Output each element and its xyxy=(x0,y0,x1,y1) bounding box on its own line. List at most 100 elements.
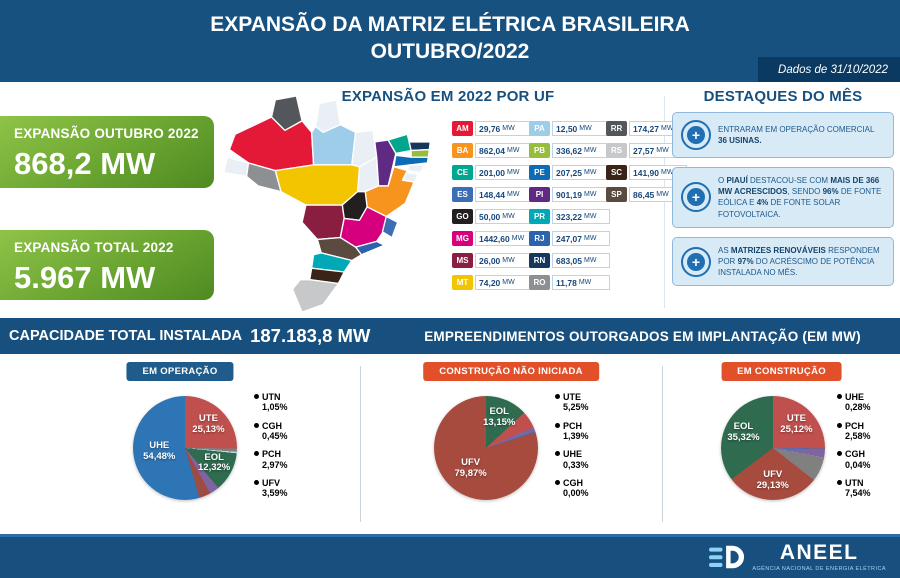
uf-badge: PA xyxy=(529,121,550,136)
uf-badge: MG xyxy=(452,231,473,246)
uf-value: 247,07 MW xyxy=(552,231,610,246)
state-pr xyxy=(310,252,353,273)
pie-label-eol: EOL 35,32% xyxy=(727,421,760,444)
capacity-band: CAPACIDADE TOTAL INSTALADA 187.183,8 MW … xyxy=(0,318,900,354)
uf-row-ce: CE 201,00 MW xyxy=(452,165,533,180)
state-rs xyxy=(291,278,340,313)
uf-badge: ES xyxy=(452,187,473,202)
stat-expansion-total: EXPANSÃO TOTAL 2022 5.967 MW xyxy=(0,230,214,300)
pie-label-pch: PCH 2,58% xyxy=(837,421,871,442)
pie-label-cgh: CGH 0,04% xyxy=(837,449,871,470)
aneel-logo-text: ANEEL AGÊNCIA NACIONAL DE ENERGIA ELÉTRI… xyxy=(752,542,886,572)
page-title: EXPANSÃO DA MATRIZ ELÉTRICA BRASILEIRA O… xyxy=(0,0,900,66)
uf-row-ro: RO 11,78 MW xyxy=(529,275,610,290)
uf-row-rn: RN 683,05 MW xyxy=(529,253,610,268)
data-date-note: Dados de 31/10/2022 xyxy=(758,57,900,82)
label-dot-icon xyxy=(555,451,560,457)
uf-row-mg: MG 1442,60 MW xyxy=(452,231,533,246)
state-pb xyxy=(410,148,430,158)
uf-column-3: RR 174,27 MW RS 27,57 MW SC 141,90 MW SP 86,45 MW xyxy=(606,121,687,202)
uf-badge: PI xyxy=(529,187,550,202)
pie-label-cgh: CGH 0,00% xyxy=(555,478,589,499)
uf-row-pr: PR 323,22 MW xyxy=(529,209,610,224)
uf-value: 148,44 MW xyxy=(475,187,533,202)
uf-value: 12,50 MW xyxy=(552,121,610,136)
highlights-title: DESTAQUES DO MÊS xyxy=(703,88,863,105)
aneel-tagline: AGÊNCIA NACIONAL DE ENERGIA ELÉTRICA xyxy=(752,566,886,572)
uf-row-pb: PB 336,62 MW xyxy=(529,143,610,158)
pie-label-ute: UTE 25,13% xyxy=(192,412,225,435)
pie-badge: EM CONSTRUÇÃO xyxy=(721,362,842,381)
section-divider xyxy=(664,96,665,308)
highlight-text: O PIAUÍ DESTACOU-SE COM MAIS DE 366 MW A… xyxy=(718,176,882,219)
highlights-list: + ENTRARAM EM OPERAÇÃO COMERCIAL 36 USINA… xyxy=(672,112,894,287)
pie-outside-labels: UHE 0,28% PCH 2,58% CGH 0,04% UTN 7,54% xyxy=(837,392,871,499)
pie-label-uhe: UHE 0,28% xyxy=(837,392,871,413)
label-dot-icon xyxy=(555,480,560,486)
capacity-total: CAPACIDADE TOTAL INSTALADA 187.183,8 MW xyxy=(9,318,370,354)
uf-value: 323,22 MW xyxy=(552,209,610,224)
uf-badge: CE xyxy=(452,165,473,180)
panel-divider xyxy=(360,366,361,522)
uf-badge: PB xyxy=(529,143,550,158)
pie-label-eol: EOL 13,15% xyxy=(483,405,516,428)
highlight-text: AS MATRIZES RENOVÁVEIS RESPONDEM POR 97%… xyxy=(718,245,880,278)
uf-badge: MS xyxy=(452,253,473,268)
stat-label: EXPANSÃO TOTAL 2022 xyxy=(14,240,174,255)
uf-value: 336,62 MW xyxy=(552,143,610,158)
implantacao-title: EMPREENDIMENTOS OUTORGADOS EM IMPLANTAÇÃ… xyxy=(424,328,861,344)
state-pa xyxy=(310,124,357,166)
uf-value: 29,76 MW xyxy=(475,121,533,136)
highlight-item: + O PIAUÍ DESTACOU-SE COM MAIS DE 366 MW … xyxy=(672,167,894,228)
label-dot-icon xyxy=(555,422,560,428)
uf-badge: PE xyxy=(529,165,550,180)
uf-badge: SC xyxy=(606,165,627,180)
uf-row-rj: RJ 247,07 MW xyxy=(529,231,610,246)
highlight-item: + ENTRARAM EM OPERAÇÃO COMERCIAL 36 USINA… xyxy=(672,112,894,158)
pie-label-cgh: CGH 0,45% xyxy=(254,421,288,442)
uf-badge: RO xyxy=(529,275,550,290)
uf-column-2: PA 12,50 MW PB 336,62 MW PE 207,25 MW PI 901,19 MW P… xyxy=(529,121,610,290)
pie-chart xyxy=(133,396,237,500)
label-dot-icon xyxy=(254,394,259,399)
state-pe xyxy=(393,154,430,168)
pie-label-utn: UTN 1,05% xyxy=(254,392,288,413)
uf-value: 201,00 MW xyxy=(475,165,533,180)
uf-badge: SP xyxy=(606,187,627,202)
uf-value: 74,20 MW xyxy=(475,275,533,290)
label-dot-icon xyxy=(837,480,842,486)
label-dot-icon xyxy=(254,451,259,457)
stat-value: 868,2 MW xyxy=(14,146,156,181)
panel-divider xyxy=(662,366,663,522)
uf-value: 207,25 MW xyxy=(552,165,610,180)
pie-outside-labels: UTN 1,05% CGH 0,45% PCH 2,97% UFV 3,59% xyxy=(254,392,288,499)
brazil-map xyxy=(212,95,440,316)
pie-label-utn: UTN 7,54% xyxy=(837,478,871,499)
pie-label-ufv: UFV 79,87% xyxy=(454,457,487,479)
uf-value: 1442,60 MW xyxy=(475,231,533,246)
state-ro xyxy=(245,162,282,193)
pie-badge: EM OPERAÇÃO xyxy=(126,362,234,381)
uf-row-go: GO 50,00 MW xyxy=(452,209,533,224)
stat-value: 5.967 MW xyxy=(14,260,156,295)
uf-row-pa: PA 12,50 MW xyxy=(529,121,610,136)
pie-label-uhe: UHE 54,48% xyxy=(143,439,176,462)
plus-icon: + xyxy=(681,120,711,150)
footer: ANEEL AGÊNCIA NACIONAL DE ENERGIA ELÉTRI… xyxy=(0,534,900,578)
label-dot-icon xyxy=(837,394,842,399)
uf-badge: RN xyxy=(529,253,550,268)
uf-row-rs: RS 27,57 MW xyxy=(606,143,687,158)
capacity-label: CAPACIDADE TOTAL INSTALADA xyxy=(9,328,243,344)
pie-panel-operacao: EM OPERAÇÃO UTN 1,05% CGH 0,45% PCH 2,97% UFV 3… xyxy=(0,354,360,534)
pie-badge: CONSTRUÇÃO NÃO INICIADA xyxy=(423,362,599,381)
highlight-item: + AS MATRIZES RENOVÁVEIS RESPONDEM POR 97… xyxy=(672,236,894,287)
uf-badge: AM xyxy=(452,121,473,136)
uf-row-pe: PE 207,25 MW xyxy=(529,165,610,180)
label-dot-icon xyxy=(555,394,560,399)
aneel-brand: ANEEL xyxy=(779,541,859,564)
state-mt xyxy=(274,164,361,206)
pie-section: EM OPERAÇÃO UTN 1,05% CGH 0,45% PCH 2,97% UFV 3… xyxy=(0,354,900,534)
stat-label: EXPANSÃO OUTUBRO 2022 xyxy=(14,126,199,141)
label-dot-icon xyxy=(254,480,259,486)
